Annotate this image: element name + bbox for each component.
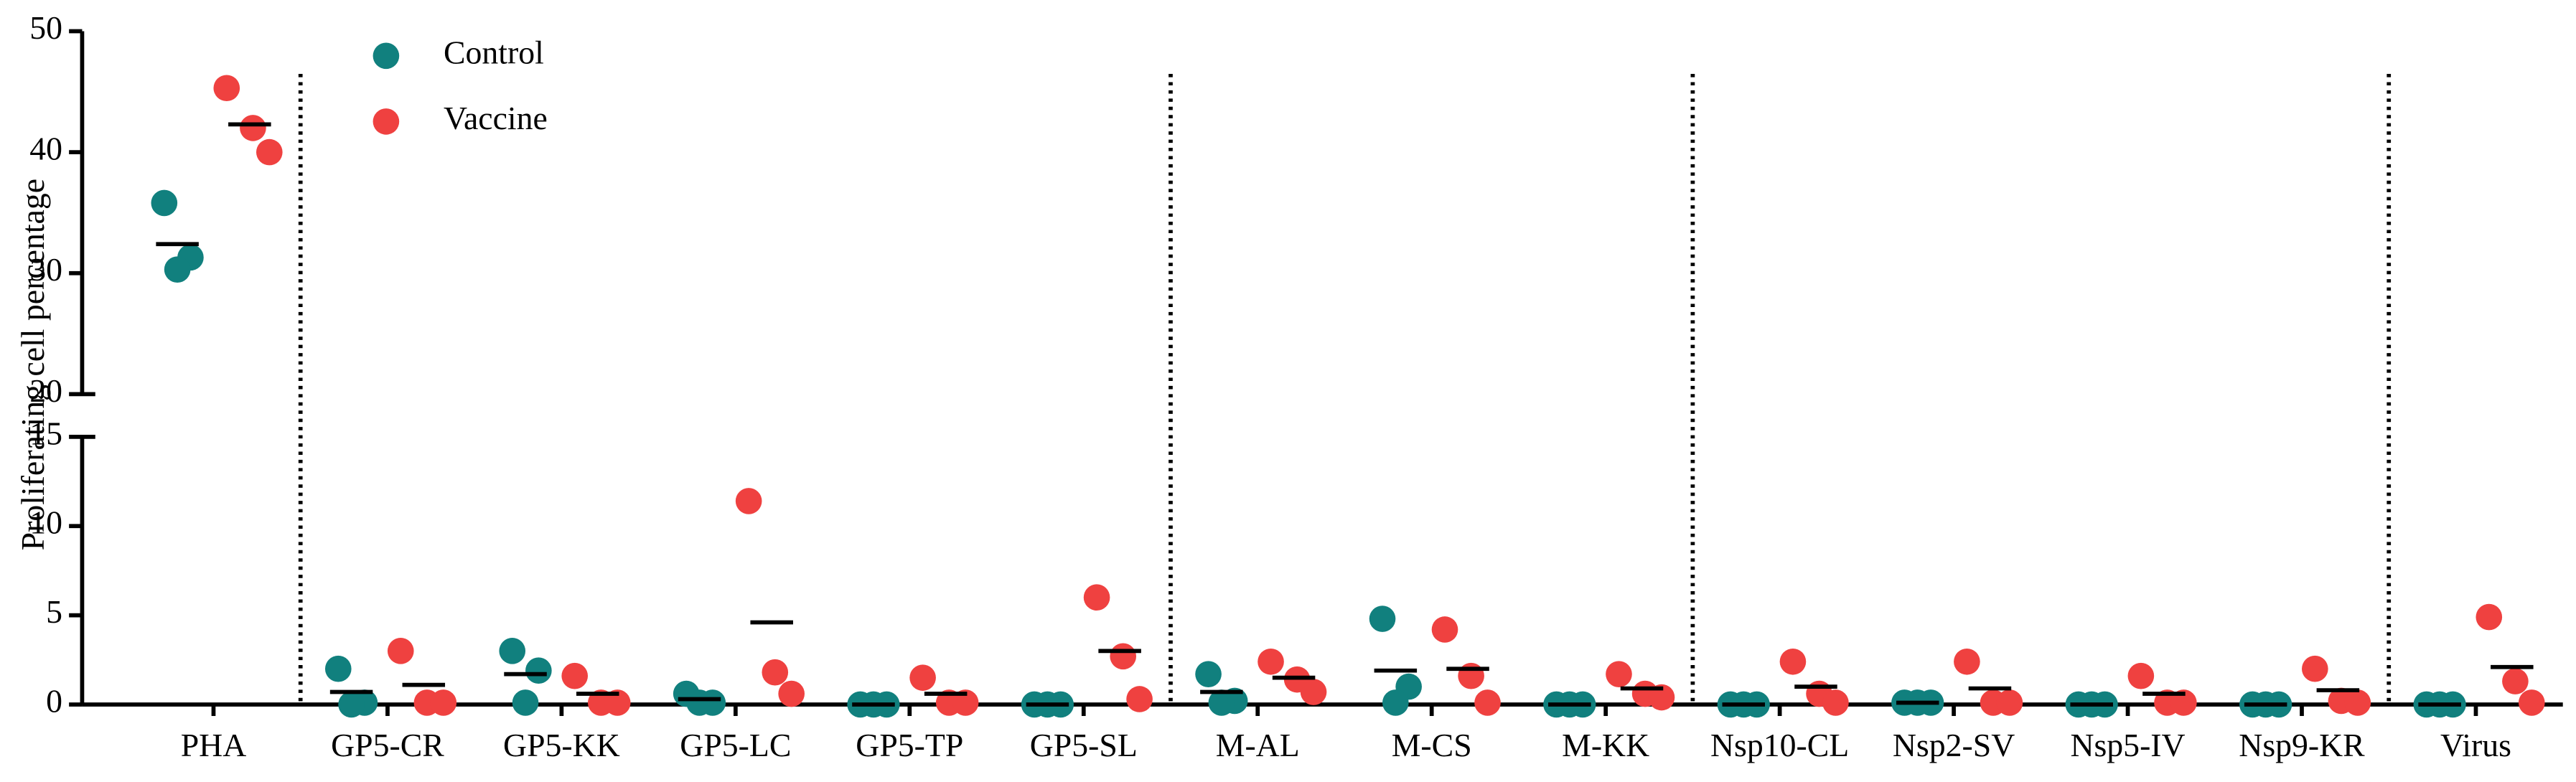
legend-marker (373, 108, 400, 135)
x-tick-label: Nsp9-KR (2239, 727, 2365, 763)
data-point (1474, 689, 1501, 716)
data-point (1208, 689, 1235, 716)
data-point (1822, 689, 1849, 716)
data-point (1300, 679, 1327, 705)
x-tick-label: Nsp10-CL (1710, 727, 1849, 763)
legend-marker (373, 42, 400, 70)
y-tick-label: 20 (29, 372, 62, 409)
data-point (604, 689, 631, 716)
data-point (909, 664, 936, 691)
y-axis-title: Proliferating cell percentage (14, 179, 51, 550)
x-tick-label: PHA (181, 727, 247, 763)
data-point (1195, 661, 1222, 687)
y-tick-label: 5 (46, 593, 62, 630)
data-point (1779, 648, 1807, 675)
data-point (2301, 655, 2328, 682)
data-point (1083, 584, 1110, 611)
y-tick-label: 40 (29, 131, 62, 167)
data-point (338, 691, 365, 718)
data-point (1954, 648, 1980, 675)
x-tick-label: GP5-CR (331, 727, 444, 763)
x-tick-label: GP5-TP (856, 727, 963, 763)
x-tick-label: M-KK (1562, 727, 1649, 763)
x-tick-label: GP5-SL (1030, 727, 1138, 763)
data-point (240, 115, 266, 141)
data-point (952, 689, 979, 716)
x-tick-label: Nsp5-IV (2070, 727, 2185, 763)
data-point (164, 256, 191, 283)
legend-label: Control (444, 34, 544, 70)
data-point (2518, 689, 2545, 716)
y-tick-label: 15 (29, 415, 62, 451)
data-point (778, 680, 805, 707)
legend-label: Vaccine (444, 100, 548, 136)
y-tick-label: 50 (29, 9, 62, 46)
data-point (762, 659, 789, 686)
data-point (525, 657, 552, 684)
x-tick-label: Virus (2440, 727, 2511, 763)
data-point (213, 75, 240, 102)
data-point (2170, 689, 2197, 716)
data-point (686, 689, 713, 716)
data-point (2476, 603, 2503, 631)
data-point (151, 189, 178, 217)
data-point (324, 655, 352, 682)
data-point (1996, 689, 2023, 716)
x-tick-label: M-AL (1216, 727, 1300, 763)
data-point (735, 488, 762, 514)
data-point (1648, 684, 1675, 711)
x-tick-label: Nsp2-SV (1893, 727, 2015, 763)
x-tick-label: M-CS (1392, 727, 1472, 763)
data-point (1257, 648, 1284, 675)
data-point (561, 662, 589, 689)
data-point (2127, 662, 2155, 689)
y-tick-label: 10 (29, 504, 62, 541)
data-point (256, 138, 283, 166)
data-point (2344, 689, 2371, 716)
data-point (512, 689, 539, 716)
y-tick-label: 0 (46, 682, 62, 719)
data-point (2502, 668, 2529, 694)
data-point (430, 689, 457, 716)
data-point (1606, 661, 1632, 687)
data-point (499, 638, 526, 664)
y-tick-label: 30 (29, 251, 62, 288)
data-point (387, 638, 414, 664)
data-point (1110, 643, 1137, 670)
data-point (1458, 662, 1484, 689)
data-point (1126, 686, 1153, 712)
x-tick-label: GP5-KK (503, 727, 620, 763)
x-tick-label: GP5-LC (680, 727, 791, 763)
data-point (1431, 616, 1458, 643)
data-point (1382, 689, 1409, 716)
data-point (1369, 606, 1396, 632)
